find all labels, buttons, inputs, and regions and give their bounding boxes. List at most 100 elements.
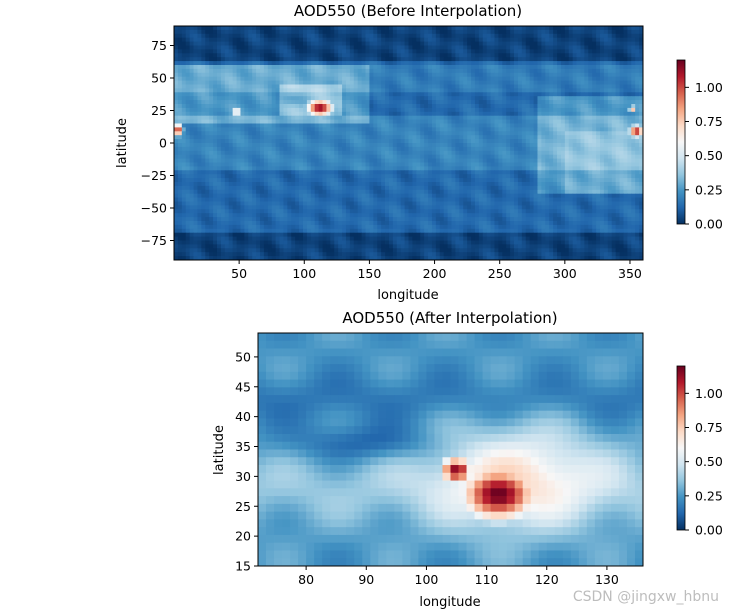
heatmap-cell	[631, 146, 636, 152]
heatmap-cell	[185, 123, 191, 128]
heatmap-cell	[318, 115, 323, 120]
heatmap-cell	[318, 61, 323, 66]
heatmap-cell	[369, 123, 374, 128]
heatmap-cell	[545, 92, 550, 97]
heatmap-cell	[455, 96, 460, 101]
heatmap-cell	[404, 127, 409, 132]
heatmap-cell	[459, 49, 464, 54]
heatmap-cell	[560, 88, 566, 93]
heatmap-cell	[435, 146, 441, 152]
heatmap-cell	[228, 72, 234, 78]
heatmap-cell	[248, 96, 253, 101]
heatmap-cell	[572, 26, 577, 31]
heatmap-cell	[295, 92, 300, 97]
heatmap-cell	[369, 84, 374, 89]
heatmap-cell	[267, 53, 273, 58]
heatmap-cell	[205, 65, 210, 70]
heatmap-cell	[291, 127, 296, 132]
heatmap-cell	[529, 158, 534, 163]
heatmap-cell	[580, 61, 585, 66]
heatmap-cell	[459, 53, 464, 58]
heatmap-cell	[392, 80, 398, 85]
heatmap-cell	[592, 139, 597, 144]
heatmap-cell	[635, 61, 640, 66]
heatmap-cell	[521, 26, 527, 31]
heatmap-cell	[478, 41, 484, 46]
heatmap-cell	[373, 80, 378, 85]
heatmap-cell	[623, 119, 628, 124]
heatmap-cell	[314, 37, 320, 42]
heatmap-cell	[424, 139, 429, 144]
heatmap-cell	[197, 88, 202, 93]
heatmap-cell	[588, 72, 593, 78]
heatmap-cell	[467, 174, 472, 179]
heatmap-cell	[209, 104, 214, 109]
heatmap-cell	[420, 185, 425, 191]
heatmap-cell	[560, 96, 566, 101]
heatmap-cell	[342, 53, 347, 58]
heatmap-cell	[420, 84, 425, 89]
heatmap-cell	[607, 150, 613, 156]
heatmap-cell	[177, 170, 183, 175]
heatmap-cell	[252, 100, 257, 105]
heatmap-cell	[400, 96, 405, 101]
heatmap-cell	[541, 45, 546, 50]
heatmap-cell	[607, 154, 613, 159]
heatmap-cell	[232, 170, 237, 175]
heatmap-cell	[287, 107, 292, 113]
heatmap-cell	[291, 131, 296, 136]
heatmap-cell	[431, 115, 437, 120]
heatmap-cell	[553, 49, 558, 54]
heatmap-cell	[435, 185, 441, 191]
heatmap-cell	[506, 65, 511, 70]
heatmap-cell	[541, 76, 546, 81]
heatmap-cell	[263, 33, 269, 39]
heatmap-cell	[568, 143, 574, 148]
heatmap-cell	[455, 80, 460, 85]
heatmap-cell	[580, 84, 585, 89]
heatmap-cell	[334, 166, 339, 171]
heatmap-cell	[435, 57, 441, 62]
heatmap-cell	[295, 123, 300, 128]
heatmap-cell	[619, 123, 624, 128]
heatmap-cell	[412, 115, 417, 120]
heatmap-cell	[314, 33, 320, 39]
heatmap-cell	[435, 166, 441, 171]
heatmap-cell	[216, 111, 222, 117]
heatmap-cell	[553, 37, 558, 42]
heatmap-cell	[533, 115, 538, 120]
heatmap-cell	[244, 127, 249, 132]
heatmap-cell	[435, 53, 441, 58]
heatmap-cell	[388, 37, 394, 42]
heatmap-cell	[588, 174, 593, 179]
heatmap-cell	[213, 131, 218, 136]
heatmap-cell	[345, 80, 351, 85]
heatmap-cell	[533, 68, 538, 74]
heatmap-cell	[463, 127, 468, 132]
heatmap-cell	[506, 100, 511, 105]
heatmap-cell	[424, 154, 429, 159]
heatmap-cell	[291, 57, 296, 62]
heatmap-cell	[392, 76, 398, 81]
heatmap-cell	[404, 45, 409, 50]
heatmap-cell	[592, 100, 597, 105]
heatmap-cell	[537, 68, 542, 74]
heatmap-cell	[600, 146, 605, 152]
heatmap-cell	[600, 131, 605, 136]
heatmap-cell	[467, 111, 472, 117]
heatmap-cell	[338, 111, 343, 117]
heatmap-cell	[381, 29, 386, 35]
heatmap-cell	[541, 119, 546, 124]
heatmap-cell	[443, 135, 448, 140]
heatmap-cell	[596, 123, 601, 128]
heatmap-cell	[345, 107, 351, 113]
heatmap-cell	[396, 119, 402, 124]
heatmap-cell	[627, 100, 632, 105]
heatmap-cell	[400, 178, 405, 183]
heatmap-cell	[392, 104, 398, 109]
heatmap-cell	[447, 115, 452, 120]
heatmap-cell	[502, 76, 507, 81]
heatmap-cell	[467, 53, 472, 58]
heatmap-cell	[416, 111, 421, 117]
heatmap-cell	[627, 49, 632, 54]
